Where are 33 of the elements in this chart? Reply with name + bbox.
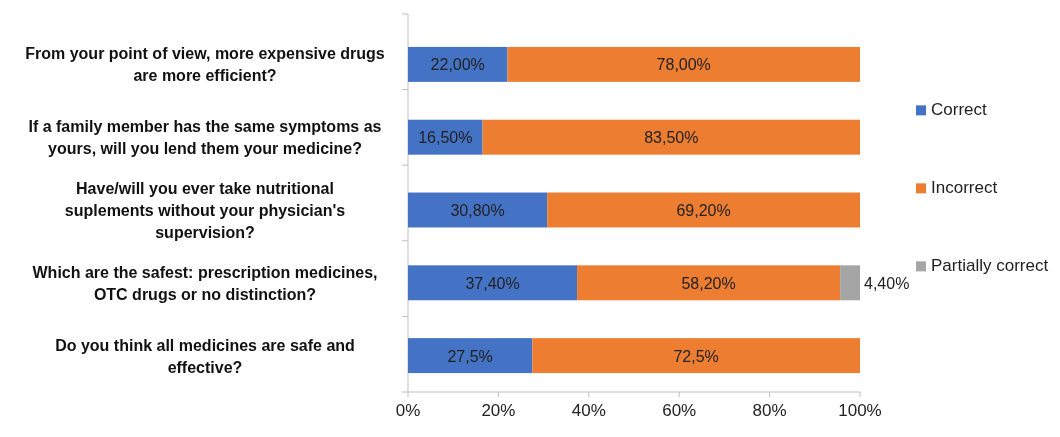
y-tick-label: Which are the safest: prescription medicines, OTC drugs or no distinction?	[32, 263, 378, 303]
x-tick-label: 20%	[481, 401, 516, 420]
y-tick-label: Have/will you ever take nutritional suplements without your physician's supervision?	[64, 180, 346, 241]
bar	[482, 119, 860, 155]
legend-label: Incorrect	[931, 178, 998, 198]
bar	[507, 46, 860, 82]
data-label: 72,5%	[673, 347, 719, 365]
bar	[408, 265, 578, 301]
data-label: 16,50%	[418, 129, 473, 147]
x-tick-label: 60%	[662, 401, 697, 420]
data-label: 58,20%	[681, 274, 736, 292]
x-tick-label: 80%	[752, 401, 787, 420]
legend-label: Correct	[931, 100, 988, 120]
bar	[408, 338, 533, 374]
data-label: 69,20%	[676, 202, 731, 219]
bar	[840, 265, 860, 301]
x-tick-label: 100%	[838, 401, 882, 420]
bar	[577, 265, 841, 301]
legend-label: Partially correct	[931, 256, 1049, 276]
y-tick-label: From your point of view, more expensive drugs are more efficient?	[25, 45, 385, 85]
x-tick-label: 0%	[395, 401, 421, 420]
data-label: 83,50%	[644, 129, 699, 147]
data-label: 22,00%	[430, 56, 485, 74]
x-tick-label: 40%	[571, 401, 606, 420]
data-label: 27,5%	[447, 347, 493, 365]
bar	[547, 192, 860, 228]
data-label: 30,80%	[450, 202, 505, 219]
data-label: 37,40%	[465, 274, 520, 292]
data-label: 4,40%	[864, 274, 910, 292]
y-tick-label: If a family member has the same symptoms as yours, will you lend them your medicine?	[28, 118, 382, 158]
bar	[532, 338, 860, 374]
y-tick-label: Do you think all medicines are safe and effective?	[55, 336, 355, 376]
data-label: 78,00%	[656, 56, 711, 74]
